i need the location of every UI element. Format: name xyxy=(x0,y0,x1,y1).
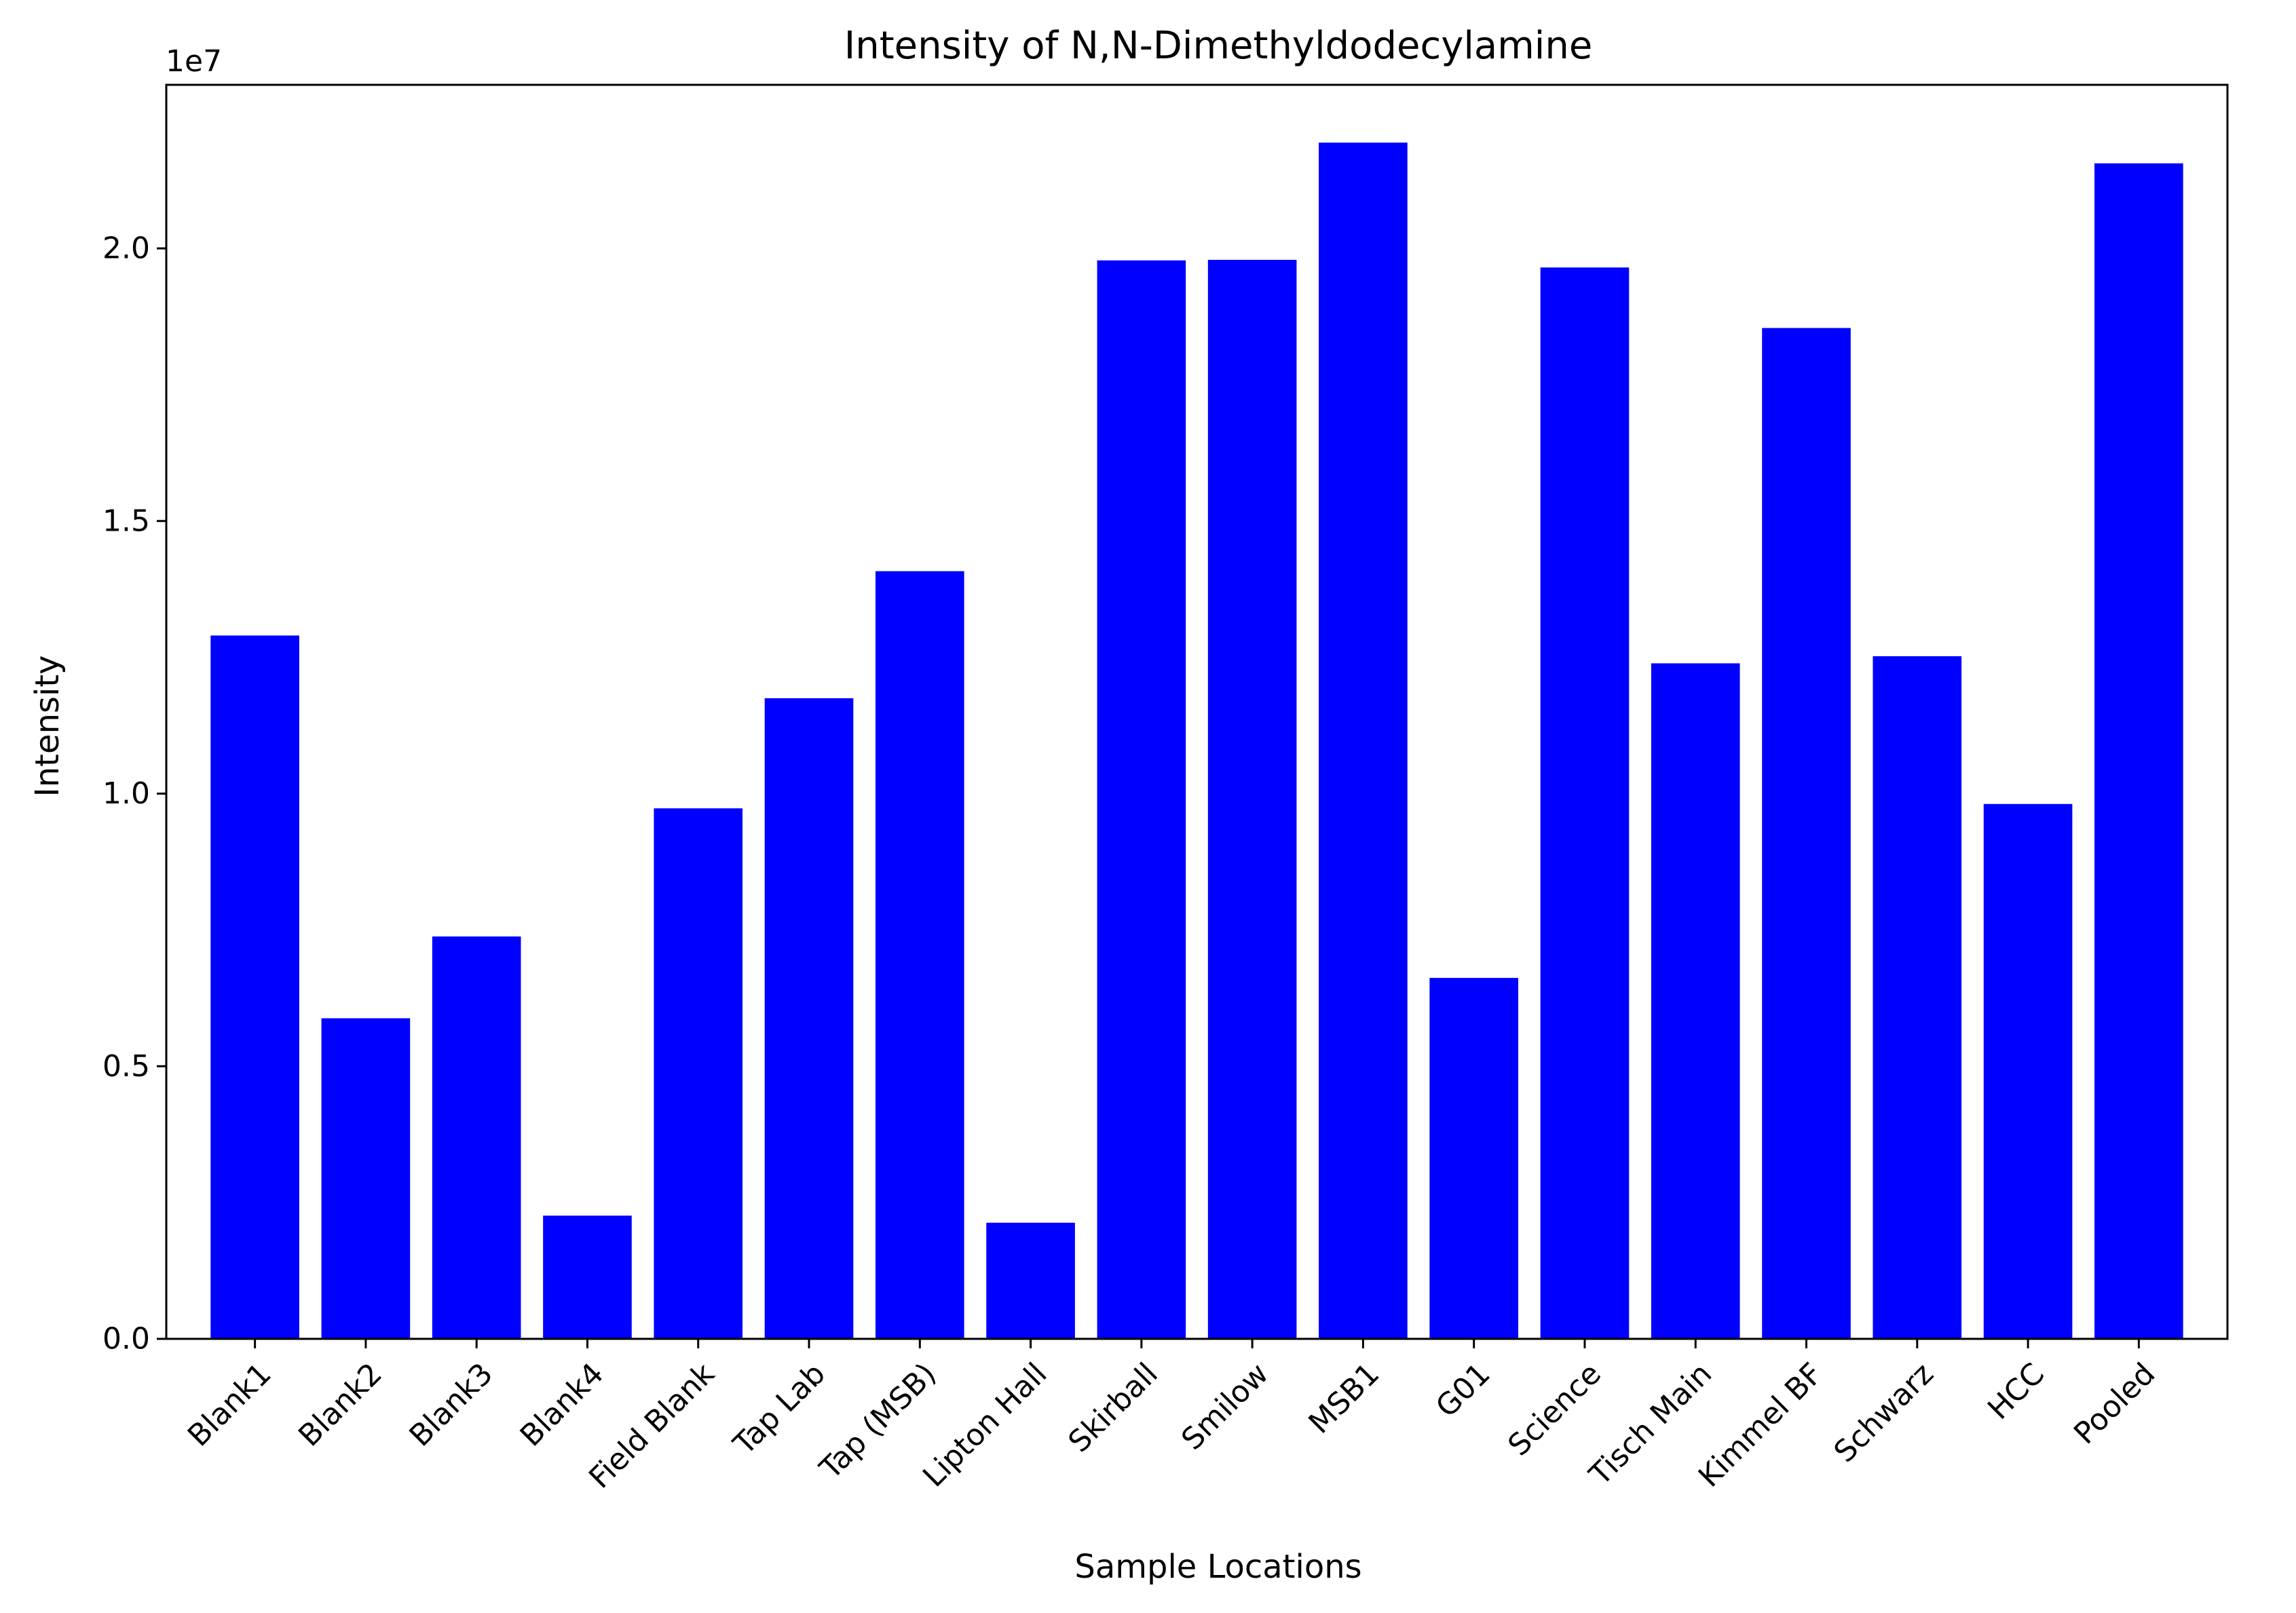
bar-science xyxy=(1540,267,1630,1339)
bar-tisch-main xyxy=(1651,663,1740,1339)
bar-skirball xyxy=(1097,260,1186,1340)
bar-lipton-hall xyxy=(986,1222,1075,1339)
bar-smilow xyxy=(1207,259,1297,1340)
bar-hcc xyxy=(1983,803,2073,1339)
y-tick-label: 1.0 xyxy=(102,776,150,811)
bar-pooled xyxy=(2094,163,2183,1339)
bar-tap-lab xyxy=(764,698,854,1339)
y-axis-offset-label: 1e7 xyxy=(166,44,222,79)
bar-blank3 xyxy=(432,936,521,1339)
y-tick-label: 0.5 xyxy=(102,1049,150,1084)
plot-area-frame xyxy=(165,83,2229,1340)
y-tick-label: 1.5 xyxy=(102,504,150,538)
bars-group xyxy=(210,143,2183,1340)
bar-g01 xyxy=(1429,978,1519,1339)
bar-blank2 xyxy=(321,1018,411,1339)
y-axis-label: Intensity xyxy=(29,656,67,797)
bar-blank1 xyxy=(210,635,299,1339)
bar-schwarz xyxy=(1872,656,1962,1339)
chart-title: Intensity of N,N-Dimethyldodecylamine xyxy=(844,24,1593,68)
y-tick-label: 2.0 xyxy=(102,231,150,266)
bar-field-blank xyxy=(654,808,743,1339)
x-axis-label: Sample Locations xyxy=(1074,1548,1361,1586)
y-tick-label: 0.0 xyxy=(102,1322,150,1356)
bar-blank4 xyxy=(543,1215,632,1339)
y-axis-ticks: 0.0 0.5 1.0 1.5 2.0 xyxy=(102,231,166,1356)
bar-msb1 xyxy=(1319,143,1408,1339)
bar-kimmel-bf xyxy=(1762,328,1851,1339)
bar-tap-msb xyxy=(875,571,964,1339)
